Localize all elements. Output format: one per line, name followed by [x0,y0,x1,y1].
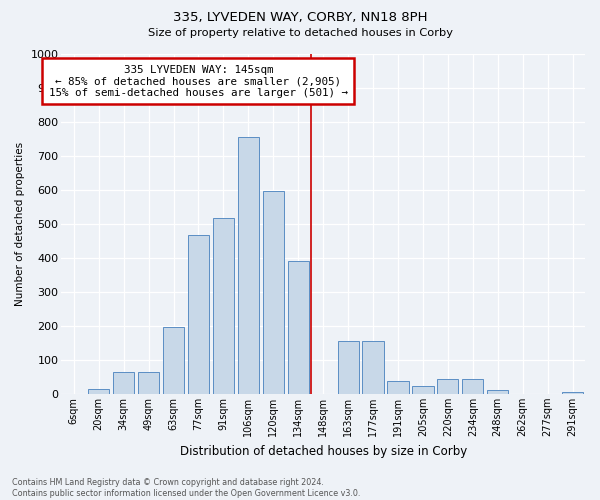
Bar [113,372,134,394]
Bar [263,191,284,394]
Bar [138,372,159,394]
Bar [362,341,383,394]
Bar [388,382,409,394]
Bar [88,390,109,394]
Text: 335 LYVEDEN WAY: 145sqm
← 85% of detached houses are smaller (2,905)
15% of semi: 335 LYVEDEN WAY: 145sqm ← 85% of detache… [49,64,348,98]
Bar [412,386,434,394]
Text: Contains HM Land Registry data © Crown copyright and database right 2024.
Contai: Contains HM Land Registry data © Crown c… [12,478,361,498]
Bar [487,390,508,394]
Bar [462,380,484,394]
Text: 335, LYVEDEN WAY, CORBY, NN18 8PH: 335, LYVEDEN WAY, CORBY, NN18 8PH [173,11,427,24]
Bar [163,327,184,394]
Bar [188,235,209,394]
Y-axis label: Number of detached properties: Number of detached properties [15,142,25,306]
Bar [437,380,458,394]
Bar [338,341,359,394]
Bar [562,392,583,394]
X-axis label: Distribution of detached houses by size in Corby: Distribution of detached houses by size … [179,444,467,458]
Bar [287,262,309,394]
Text: Size of property relative to detached houses in Corby: Size of property relative to detached ho… [148,28,452,38]
Bar [238,136,259,394]
Bar [213,218,234,394]
